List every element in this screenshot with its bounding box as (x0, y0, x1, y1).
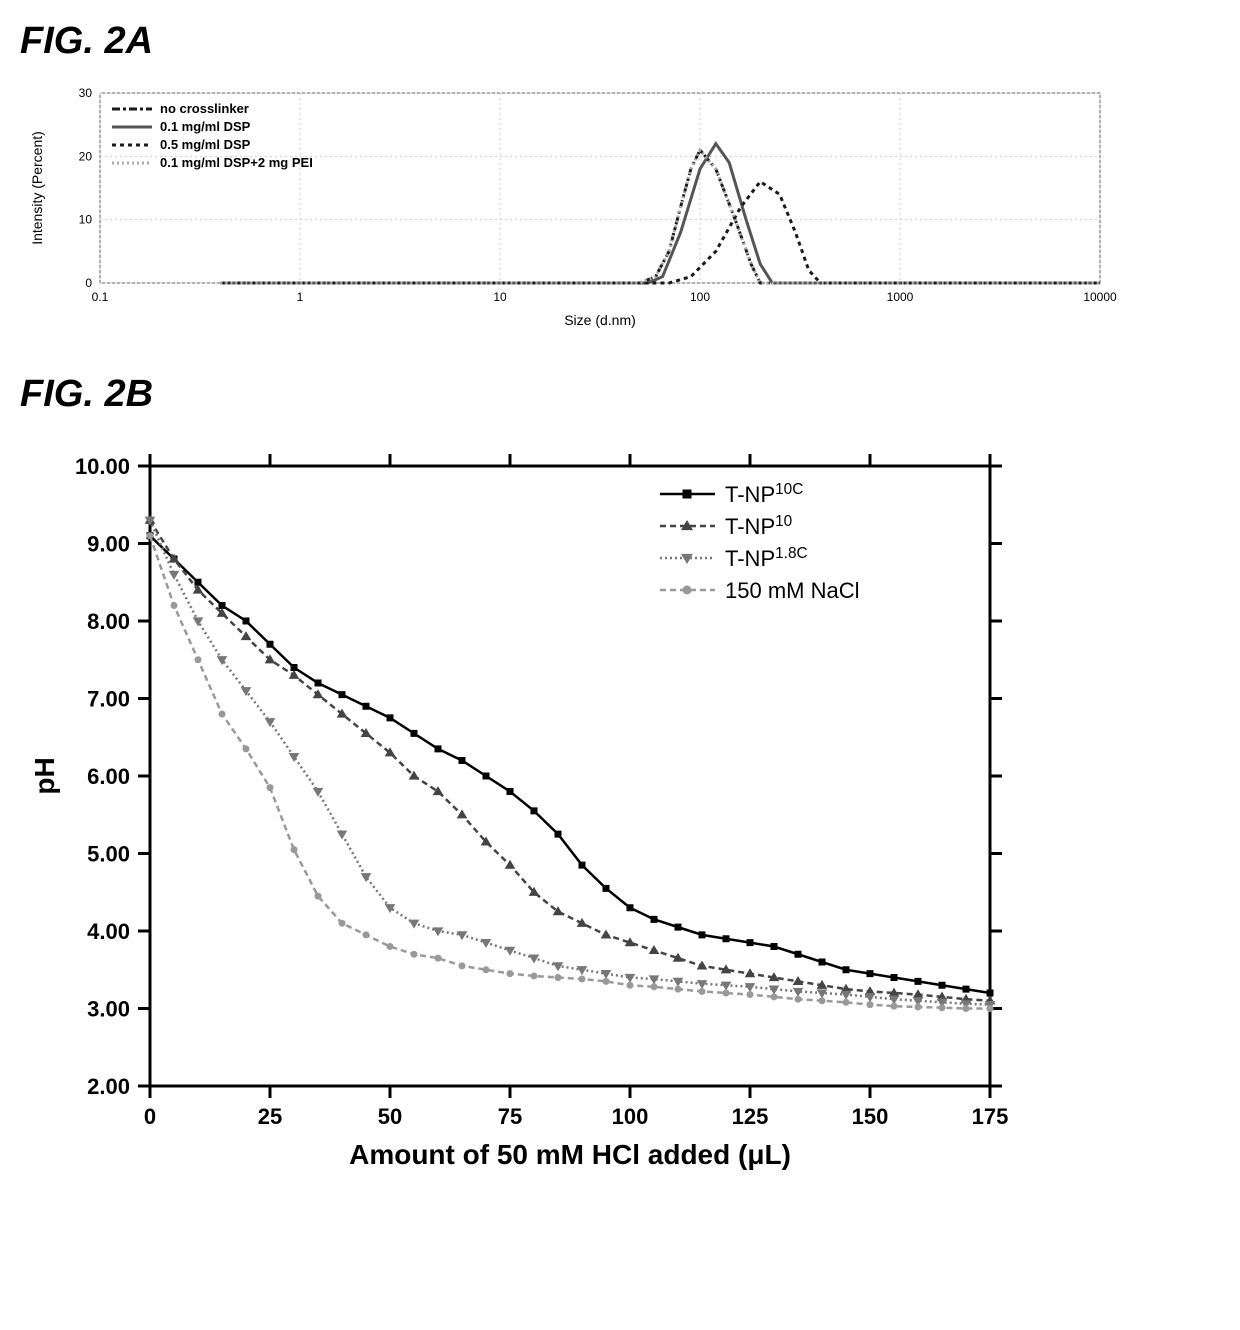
svg-text:30: 30 (79, 86, 93, 100)
svg-text:8.00: 8.00 (87, 609, 130, 634)
svg-text:0.1 mg/ml DSP: 0.1 mg/ml DSP (160, 119, 251, 134)
svg-text:0: 0 (85, 276, 92, 290)
chart-a-container: 0 10 20 30 0.1 1 10 100 1000 10000 Size (d.nm) Inte… (20, 83, 1220, 333)
svg-text:100: 100 (612, 1104, 649, 1129)
svg-text:150 mM NaCl: 150 mM NaCl (725, 578, 859, 603)
chart-b-container: 2.00 3.00 4.00 5.00 6.00 7.00 8.00 9.00 10.00 0 25… (20, 436, 1220, 1176)
svg-text:1: 1 (297, 290, 304, 304)
chart-a: 0 10 20 30 0.1 1 10 100 1000 10000 Size (d.nm) Inte… (20, 83, 1120, 333)
svg-text:0.5 mg/ml DSP: 0.5 mg/ml DSP (160, 137, 251, 152)
svg-text:pH: pH (29, 757, 60, 794)
svg-text:10000: 10000 (1083, 290, 1117, 304)
svg-text:125: 125 (732, 1104, 769, 1129)
svg-text:10: 10 (79, 213, 93, 227)
svg-text:10: 10 (493, 290, 507, 304)
svg-text:10.00: 10.00 (75, 454, 130, 479)
figure-b-title: FIG. 2B (20, 373, 1220, 416)
svg-text:1000: 1000 (887, 290, 914, 304)
svg-text:3.00: 3.00 (87, 997, 130, 1022)
figure-a-title: FIG. 2A (20, 20, 1220, 63)
svg-text:T-NP10: T-NP10 (725, 513, 792, 540)
svg-text:20: 20 (79, 149, 93, 163)
svg-text:0.1 mg/ml DSP+2 mg PEI: 0.1 mg/ml DSP+2 mg PEI (160, 155, 313, 170)
svg-text:Amount of 50 mM HCl added (μL): Amount of 50 mM HCl added (μL) (349, 1139, 791, 1170)
svg-text:5.00: 5.00 (87, 842, 130, 867)
svg-text:0: 0 (144, 1104, 156, 1129)
svg-text:75: 75 (498, 1104, 522, 1129)
svg-text:6.00: 6.00 (87, 764, 130, 789)
svg-text:150: 150 (852, 1104, 889, 1129)
svg-text:175: 175 (972, 1104, 1009, 1129)
svg-text:100: 100 (690, 290, 710, 304)
svg-text:Size (d.nm): Size (d.nm) (564, 312, 636, 328)
svg-text:T-NP10C: T-NP10C (725, 481, 803, 508)
svg-text:Intensity (Percent): Intensity (Percent) (29, 131, 45, 245)
svg-text:4.00: 4.00 (87, 919, 130, 944)
svg-text:2.00: 2.00 (87, 1074, 130, 1099)
svg-text:0.1: 0.1 (92, 290, 109, 304)
chart-b: 2.00 3.00 4.00 5.00 6.00 7.00 8.00 9.00 10.00 0 25… (20, 436, 1020, 1176)
svg-text:25: 25 (258, 1104, 282, 1129)
svg-text:7.00: 7.00 (87, 687, 130, 712)
svg-text:9.00: 9.00 (87, 532, 130, 557)
svg-text:no crosslinker: no crosslinker (160, 101, 249, 116)
svg-text:50: 50 (378, 1104, 402, 1129)
svg-text:T-NP1.8C: T-NP1.8C (725, 545, 808, 572)
